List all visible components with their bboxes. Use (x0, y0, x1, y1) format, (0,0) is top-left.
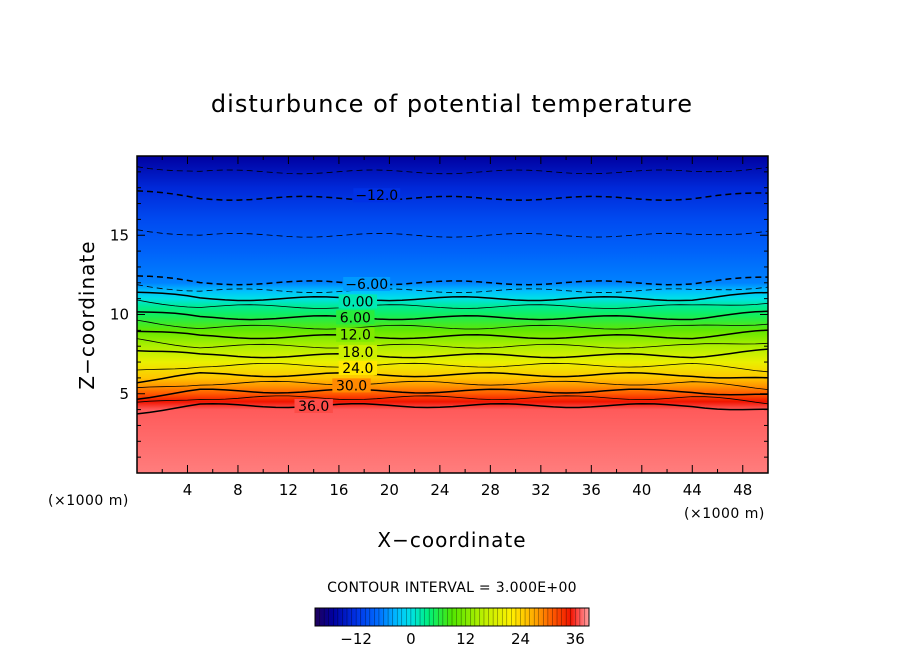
y-axis-ticks: 5 10 15 (110, 171, 768, 458)
contour-lines (137, 166, 768, 415)
contour-line (137, 275, 768, 286)
chart-title: disturbunce of potential temperature (211, 90, 693, 118)
x-tick-label: 12 (279, 481, 298, 499)
contour-line (137, 372, 768, 384)
colorbar-frame (314, 607, 590, 627)
contour-label-bg (336, 327, 375, 342)
x-left-unit-label: (×1000 m) (48, 493, 129, 509)
contour-line (137, 310, 768, 321)
contour-interval-text: CONTOUR INTERVAL = 3.000E+00 (327, 580, 577, 596)
contour-label-bg (332, 378, 371, 393)
contour-label: −12.0 (355, 188, 398, 204)
contour-line (137, 284, 768, 294)
contour-label-bg (338, 360, 378, 375)
colorbar-tick-label: 12 (456, 630, 475, 648)
x-tick-label: 24 (430, 481, 449, 499)
contour-line (137, 362, 768, 373)
contour-label-bg (336, 310, 375, 325)
colorbar-divisions (314, 608, 590, 626)
contour-label: 0.00 (342, 294, 373, 310)
y-tick-label: 5 (119, 385, 129, 403)
contour-label: 6.00 (340, 310, 371, 326)
colorbar-tick-label: 36 (566, 630, 585, 648)
contour-label-bg (338, 294, 378, 309)
contour-label-bg (294, 399, 333, 414)
contour-label: 12.0 (340, 328, 371, 344)
contour-line (137, 299, 768, 309)
contour-label-bg (338, 345, 378, 360)
contour-label: 36.0 (298, 399, 329, 415)
contour-line (137, 348, 768, 359)
x-tick-label: 44 (683, 481, 702, 499)
x-tick-label: 40 (632, 481, 651, 499)
contour-label: 18.0 (342, 345, 373, 361)
contour-line (137, 380, 768, 390)
contour-line (137, 319, 768, 330)
x-right-unit-label: (×1000 m) (684, 506, 765, 522)
contour-line (137, 388, 768, 401)
contour-line (137, 402, 768, 415)
x-tick-label: 8 (233, 481, 243, 499)
contour-line (137, 395, 768, 405)
colorbar-tick-label: −12 (340, 630, 372, 648)
contour-line (137, 291, 768, 302)
y-axis-title: Z−coordinate (75, 240, 99, 389)
contour-label: −6.00 (345, 277, 388, 293)
colorbar: −12 0 12 24 36 (314, 607, 590, 648)
x-tick-label: 20 (380, 481, 399, 499)
contour-line (137, 229, 768, 238)
x-tick-label: 16 (329, 481, 348, 499)
colorbar-tick-labels: −12 0 12 24 36 (340, 630, 585, 648)
contour-line (137, 166, 768, 175)
plot-area: −12.0 −6.000.006.00 12.018.024.030.0 36.0 (137, 156, 768, 473)
x-tick-label: 48 (733, 481, 752, 499)
contour-label-bg (343, 276, 391, 291)
x-tick-label: 32 (531, 481, 550, 499)
y-tick-label: 15 (110, 226, 129, 244)
x-tick-label: 4 (183, 481, 193, 499)
contour-labels: −12.0 −6.000.006.00 12.018.024.030.0 36.0 (294, 188, 401, 415)
temperature-field (137, 156, 768, 473)
contour-label: 30.0 (336, 378, 367, 394)
colorbar-tick-label: 24 (511, 630, 530, 648)
contour-line (137, 190, 768, 201)
y-tick-label: 10 (110, 306, 129, 324)
x-tick-label: 36 (582, 481, 601, 499)
contour-line (137, 338, 768, 349)
contour-label: 24.0 (342, 361, 373, 377)
contour-line (137, 329, 768, 340)
contour-label-bg (353, 188, 401, 203)
x-tick-label: 28 (481, 481, 500, 499)
x-axis-ticks: 4 8 12 16 20 24 28 32 36 40 44 48 (161, 156, 752, 499)
colorbar-tick-label: 0 (406, 630, 416, 648)
x-axis-title: X−coordinate (377, 528, 526, 552)
